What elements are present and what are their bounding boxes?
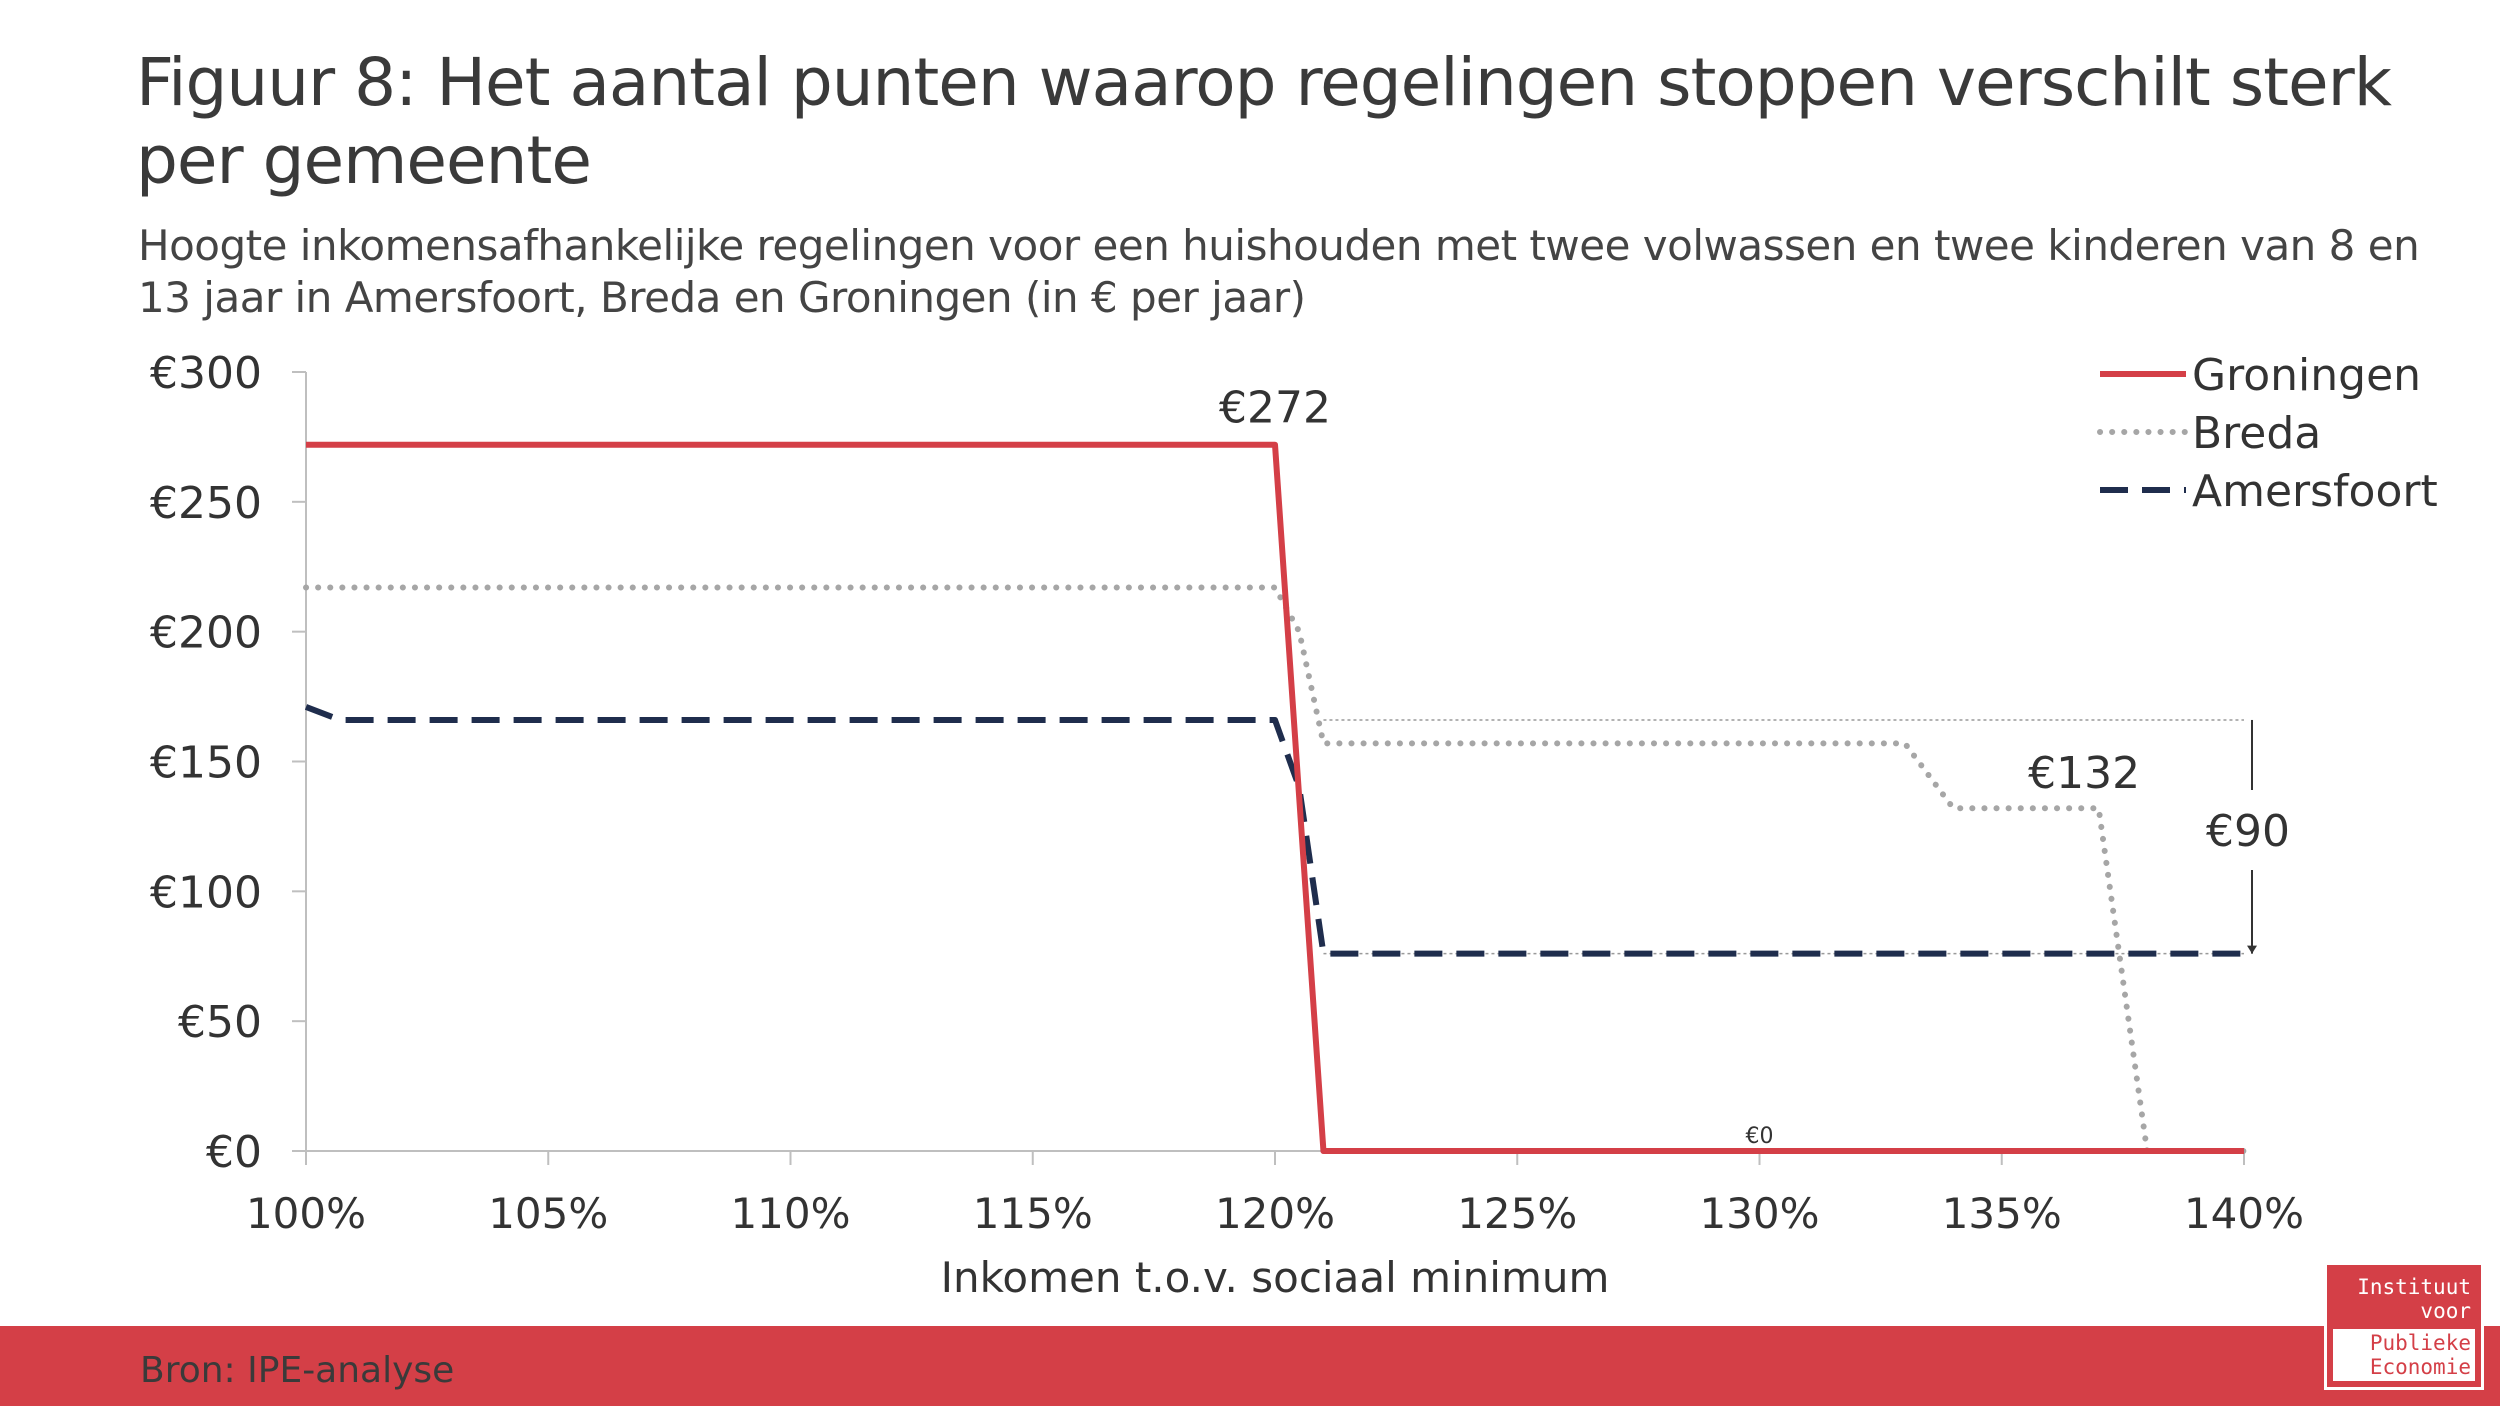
- annotation-272: €272: [1219, 383, 1331, 434]
- y-tick-label: €100: [150, 867, 262, 918]
- y-tick-label: €50: [178, 997, 262, 1048]
- y-tick-label: €250: [150, 478, 262, 529]
- y-tick-label: €300: [150, 348, 262, 399]
- series-lines: [303, 441, 2247, 1154]
- difference-arrowhead: [2247, 945, 2257, 954]
- x-tick-label: 135%: [1942, 1189, 2062, 1238]
- x-tick-label: 125%: [1457, 1189, 1577, 1238]
- annotations: €272 €132 €0 €90: [1219, 383, 2290, 1149]
- logo-line-2: voor: [2420, 1299, 2471, 1323]
- x-tick-label: 115%: [973, 1189, 1093, 1238]
- x-axis-label: Inkomen t.o.v. sociaal minimum: [941, 1253, 1610, 1302]
- line-chart: €0 €50 €100 €150 €200 €250 €300 100% 105% 110% 115…: [150, 348, 2438, 1302]
- legend: Groningen Breda Amersfoort: [2097, 350, 2438, 517]
- logo-line-3: Publieke: [2369, 1331, 2471, 1355]
- axes-layer: €0 €50 €100 €150 €200 €250 €300 100% 105% 110% 115…: [150, 348, 2304, 1302]
- legend-label-amersfoort: Amersfoort: [2192, 466, 2438, 517]
- chart-title: Figuur 8: Het aantal punten waarop regel…: [136, 44, 2392, 199]
- x-tick-label: 140%: [2184, 1189, 2304, 1238]
- y-tick-label: €0: [206, 1127, 262, 1178]
- annotation-90: €90: [2206, 806, 2290, 857]
- series-line-amersfoort: [304, 704, 2244, 957]
- x-tick-label: 120%: [1215, 1189, 1335, 1238]
- x-tick-label: 130%: [1699, 1189, 1819, 1238]
- legend-label-breda: Breda: [2192, 408, 2321, 459]
- x-tick-label: 110%: [730, 1189, 850, 1238]
- ipe-logo: Instituut voor Publieke Economie: [2324, 1262, 2484, 1390]
- logo-bottom-text: Publieke Economie: [2333, 1329, 2475, 1381]
- annotation-132: €132: [2028, 748, 2140, 799]
- series-line-groningen: [306, 441, 2244, 1154]
- chart-subtitle: Hoogte inkomensafhankelijke regelingen v…: [138, 221, 2420, 322]
- x-tick-label: 105%: [488, 1189, 608, 1238]
- logo-line-4: Economie: [2369, 1355, 2471, 1379]
- annotation-0: €0: [1746, 1124, 1774, 1149]
- y-tick-label: €150: [150, 738, 262, 789]
- source-note: Bron: IPE-analyse: [140, 1350, 455, 1391]
- x-tick-label: 100%: [246, 1189, 366, 1238]
- footer-bar: [0, 1326, 2500, 1406]
- logo-line-1: Instituut: [2357, 1275, 2471, 1299]
- logo-top-text: Instituut voor: [2357, 1275, 2471, 1323]
- y-tick-label: €200: [150, 608, 262, 659]
- series-line-breda: [303, 584, 2247, 1154]
- legend-label-groningen: Groningen: [2192, 350, 2421, 401]
